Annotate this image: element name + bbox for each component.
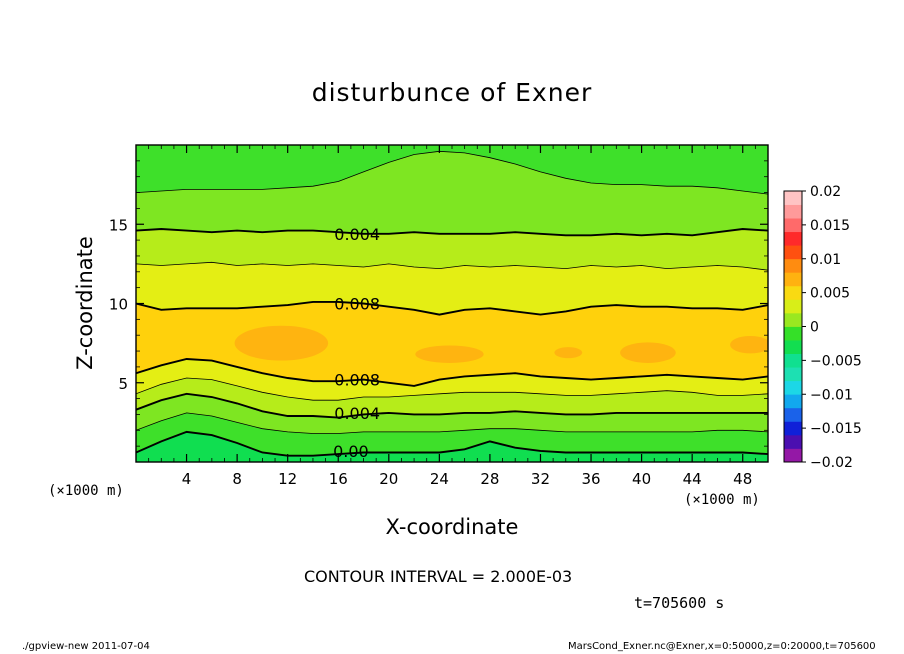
x-tick-label-12: 48 [733, 470, 752, 488]
x-axis: 4 8 12 16 20 24 28 32 36 40 44 48 [148, 145, 756, 488]
colorbar-segment-6 [784, 380, 802, 395]
contour-fill [136, 145, 768, 462]
colorbar-segment-13 [784, 285, 802, 300]
colorbar-label-6: −0.005 [810, 353, 862, 369]
colorbar-segment-17 [784, 231, 802, 246]
contour-label-2: 0.008 [334, 295, 380, 314]
colorbar-segment-5 [784, 394, 802, 409]
contour-label-5: 0.00 [333, 442, 369, 461]
colorbar-segment-7 [784, 367, 802, 382]
band-0004-0006-upper [136, 229, 768, 271]
contour-line-3 [136, 261, 768, 271]
colorbar-segment-1 [784, 448, 802, 463]
contour-line-1 [136, 150, 768, 195]
colorbar-label-9: −0.02 [810, 455, 853, 471]
y-tick-label-2: 10 [109, 296, 128, 314]
band-top [136, 145, 768, 195]
contour-lines [136, 150, 768, 457]
colorbar-segment-18 [784, 218, 802, 233]
band-above-001-1 [234, 325, 329, 361]
x-tick-label-8: 32 [531, 470, 550, 488]
colorbar-segment-4 [784, 407, 802, 422]
colorbar: 0.02 0.015 0.01 0.005 0 −0.005 −0.01 −0.015 −0.0… [783, 184, 862, 471]
colorbar-segment-19 [784, 204, 802, 219]
footer-left: ./gpview-new 2011-07-04 [22, 641, 150, 652]
colorbar-segment-9 [784, 340, 802, 354]
x-axis-label: X-coordinate [0, 515, 904, 539]
y-tick-label-3: 15 [109, 216, 128, 234]
x-tick-label-1: 4 [182, 470, 192, 488]
contour-label-1: 0.004 [334, 225, 380, 244]
colorbar-segment-20 [784, 191, 802, 205]
x-tick-label-6: 24 [430, 470, 449, 488]
colorbar-segment-8 [784, 353, 802, 368]
colorbar-label-7: −0.01 [810, 387, 853, 403]
band-above-001-3 [554, 347, 583, 359]
colorbar-label-4: 0.005 [810, 286, 850, 302]
colorbar-label-3: 0.01 [810, 252, 841, 268]
contour-line-4 [136, 300, 768, 316]
band-0006-0008-lower [136, 359, 768, 401]
contour-line-6 [136, 377, 768, 401]
colorbar-segment-3 [784, 421, 802, 436]
contour-labels: 0.004 0.008 0.008 0.004 0.00 [333, 225, 380, 461]
band-negative [136, 431, 768, 462]
x-axis-label-text: X-coordinate [385, 515, 519, 539]
contour-line-2 [136, 228, 768, 237]
band-0006-0008-upper [136, 262, 768, 315]
colorbar-label-5: 0 [810, 320, 819, 336]
contour-line-5 [136, 358, 768, 387]
contour-line-8 [136, 412, 768, 434]
band-0000-0002 [136, 412, 768, 456]
colorbar-segment-11 [784, 312, 802, 327]
x-axis-unit: (×1000 m) [684, 492, 760, 508]
colorbar-label-1: 0.02 [810, 184, 841, 200]
chart-title: disturbunce of Exner [311, 78, 593, 107]
colorbar-segment-12 [784, 299, 802, 314]
colorbar-label-2: 0.015 [810, 218, 850, 234]
band-0004-0006-lower [136, 378, 768, 418]
y-axis-label: Z-coordinate [73, 236, 97, 370]
time-stamp: t=705600 s [634, 594, 725, 612]
x-tick-label-4: 16 [329, 470, 348, 488]
colorbar-segment-16 [784, 245, 802, 260]
x-tick-label-3: 12 [278, 470, 297, 488]
band-core [136, 301, 768, 386]
x-tick-label-2: 8 [232, 470, 242, 488]
contour-interval-note: CONTOUR INTERVAL = 2.000E-03 [304, 567, 573, 586]
colorbar-segment-14 [784, 272, 802, 287]
x-tick-label-11: 44 [683, 470, 702, 488]
y-axis: 5 10 15 [109, 160, 768, 447]
y-tick-label-1: 5 [118, 375, 128, 393]
colorbar-segment-15 [784, 258, 802, 273]
x-tick-label-10: 40 [632, 470, 651, 488]
x-tick-label-7: 28 [480, 470, 499, 488]
contour-label-4: 0.004 [334, 404, 380, 423]
contour-line-9 [136, 430, 768, 457]
contour-label-3: 0.008 [334, 371, 380, 390]
colorbar-segment-10 [784, 326, 802, 341]
y-axis-unit: (×1000 m) [48, 483, 124, 499]
footer-right: MarsCond_Exner.nc@Exner,x=0:50000,z=0:20… [568, 641, 876, 652]
x-tick-label-5: 20 [379, 470, 398, 488]
contour-line-7 [136, 392, 768, 419]
band-0002-0004-upper [136, 151, 768, 236]
band-above-001-2 [415, 345, 484, 363]
colorbar-label-8: −0.015 [810, 421, 862, 437]
band-above-001-4 [620, 342, 676, 363]
band-above-001-5 [730, 335, 768, 354]
x-tick-label-9: 36 [581, 470, 600, 488]
colorbar-segment-2 [784, 434, 802, 449]
